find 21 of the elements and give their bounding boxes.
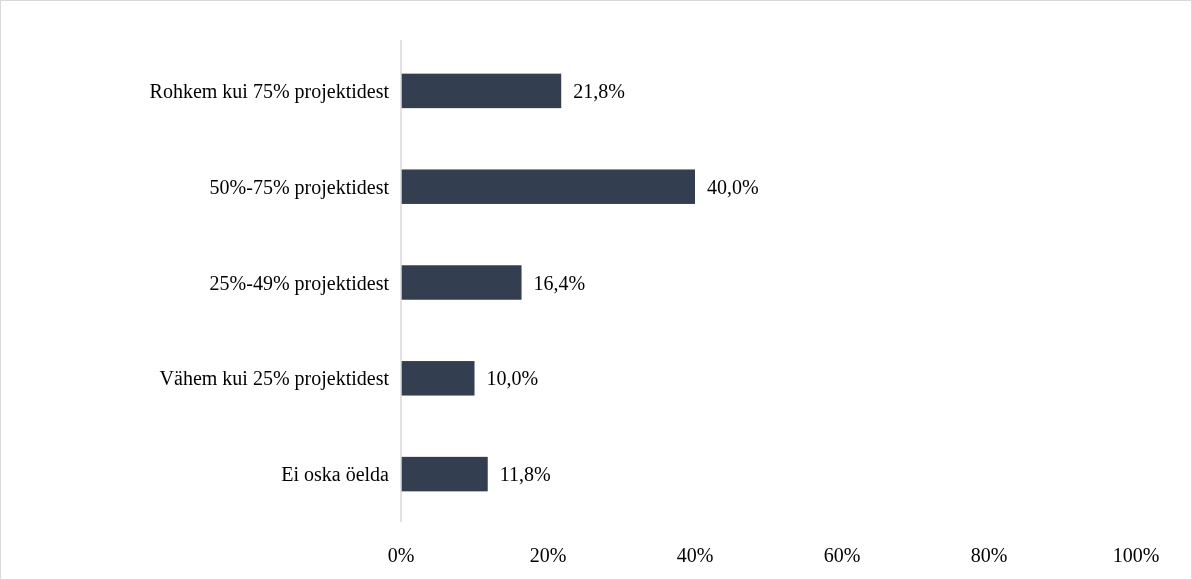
y-tick-label: Ei oska öelda xyxy=(281,463,390,486)
x-tick-label: 80% xyxy=(970,544,1008,566)
data-label: 21,8% xyxy=(573,79,625,102)
x-tick-label: 0% xyxy=(387,544,415,566)
x-tick-label: 100% xyxy=(1112,544,1160,566)
bar xyxy=(401,361,475,396)
y-tick-label: Vähem kui 25% projektidest xyxy=(159,367,390,391)
x-tick-label: 20% xyxy=(529,544,567,566)
data-label: 16,4% xyxy=(533,271,586,294)
bar xyxy=(401,169,695,204)
data-label: 10,0% xyxy=(486,367,539,390)
bar xyxy=(401,456,488,492)
y-tick-label: 50%-75% projektidest xyxy=(209,175,390,199)
bar xyxy=(401,265,522,300)
y-tick-label: 25%-49% projektidest xyxy=(209,271,390,295)
data-label: 11,8% xyxy=(499,463,551,486)
data-label: 40,0% xyxy=(707,175,759,198)
bar xyxy=(401,73,562,109)
y-tick-label: Rohkem kui 75% projektidest xyxy=(149,79,390,103)
x-tick-label: 60% xyxy=(823,544,861,566)
x-tick-label: 40% xyxy=(676,544,714,566)
